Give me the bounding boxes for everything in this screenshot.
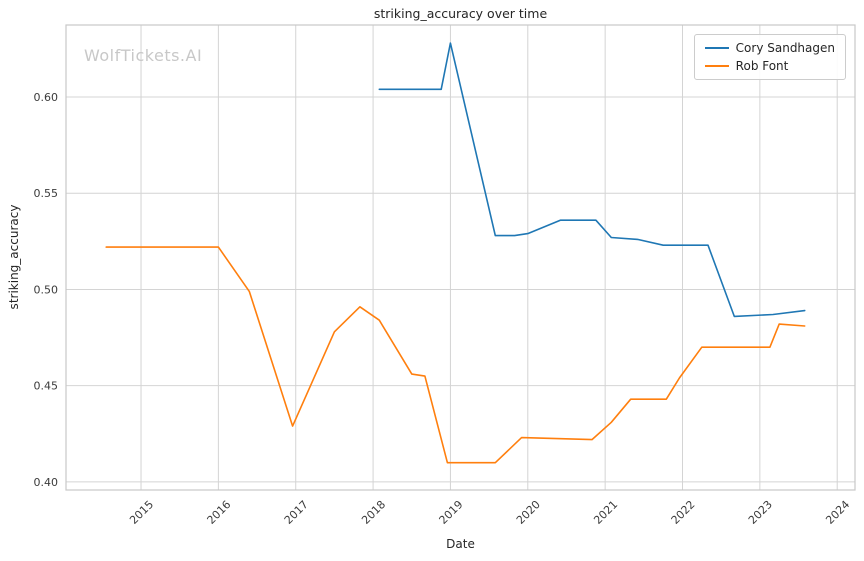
y-axis-label: striking_accuracy <box>7 204 21 310</box>
y-tick-label: 0.50 <box>34 283 59 296</box>
series-line-rob-font <box>105 246 806 464</box>
x-tick-label: 2021 <box>591 498 620 527</box>
legend-line-swatch <box>704 47 729 49</box>
y-tick-label: 0.45 <box>34 380 59 393</box>
legend-line-swatch <box>704 65 729 67</box>
x-tick-label: 2015 <box>127 498 156 527</box>
legend-item-rob-font: Rob Font <box>704 59 835 73</box>
y-tick-label: 0.40 <box>34 476 59 489</box>
y-tick-label: 0.60 <box>34 91 59 104</box>
chart-title: striking_accuracy over time <box>373 6 548 21</box>
x-tick-label: 2024 <box>823 498 852 527</box>
x-tick-label: 2023 <box>746 498 775 527</box>
x-tick-label: 2018 <box>359 498 388 527</box>
legend-label: Cory Sandhagen <box>735 41 835 55</box>
legend-item-cory-sandhagen: Cory Sandhagen <box>704 41 835 55</box>
x-axis-label: Date <box>446 537 475 551</box>
x-tick-label: 2020 <box>514 498 543 527</box>
axes-background <box>66 25 855 490</box>
x-tick-label: 2019 <box>437 498 466 527</box>
plot-border <box>65 24 856 491</box>
x-tick-label: 2016 <box>205 498 234 527</box>
x-tick-label: 2017 <box>282 498 311 527</box>
legend: Cory Sandhagen Rob Font <box>693 34 846 80</box>
x-tick-label: 2022 <box>669 498 698 527</box>
y-tick-label: 0.55 <box>34 187 59 200</box>
series-line-cory-sandhagen <box>378 42 806 318</box>
legend-label: Rob Font <box>735 59 789 73</box>
watermark: WolfTickets.AI <box>84 46 203 65</box>
